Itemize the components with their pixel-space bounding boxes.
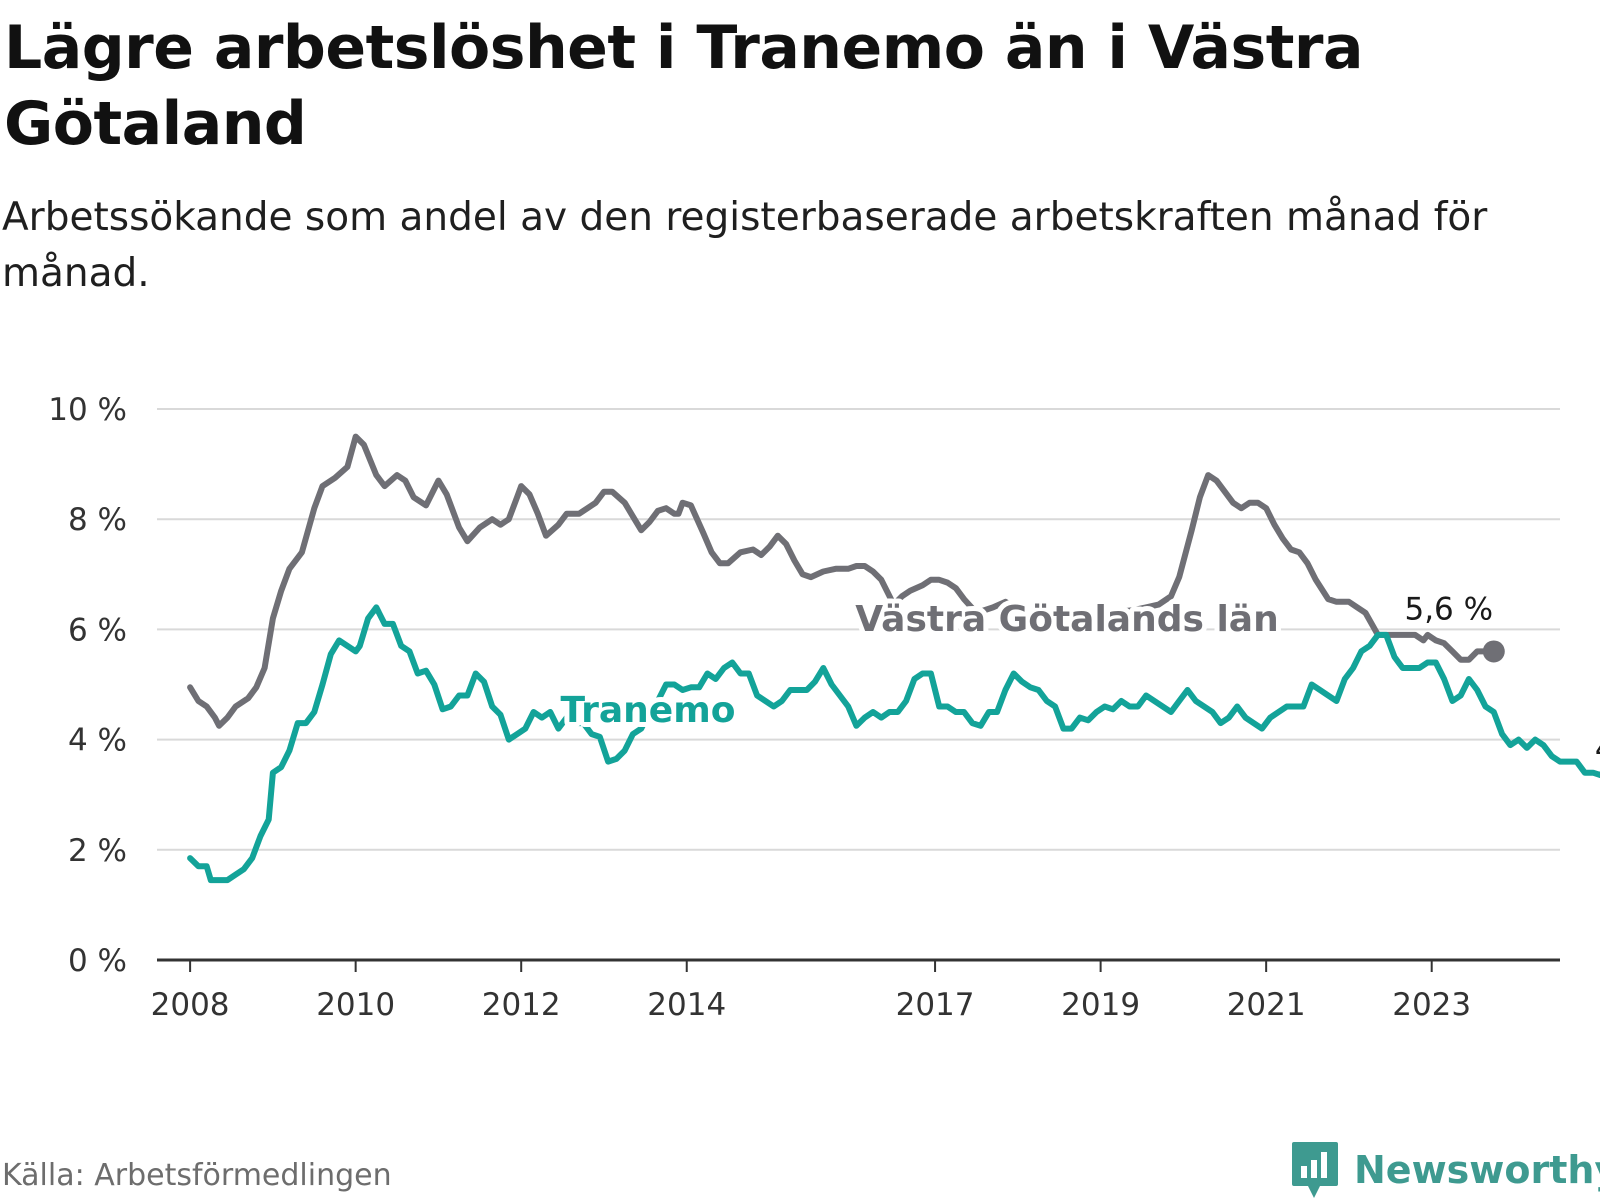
y-tick-label: 4 % [68, 723, 127, 759]
end-value-tranemo: 4,4 % [1595, 732, 1600, 768]
y-tick-label: 2 % [68, 833, 127, 869]
y-tick-label: 6 % [68, 612, 127, 648]
x-tick-label: 2010 [316, 987, 395, 1023]
series-line-tranemo [187, 604, 1600, 884]
y-tick-label: 0 % [68, 943, 127, 979]
series-labels: Västra Götalands län Tranemo [556, 594, 1284, 736]
y-tick-label: 8 % [68, 502, 127, 538]
series-line-vastra-gotaland [187, 433, 1497, 729]
x-tick-label: 2012 [482, 987, 561, 1023]
x-tick-label: 2021 [1227, 987, 1306, 1023]
x-tick-label: 2014 [647, 987, 726, 1023]
series-label-vastra-gotaland: Västra Götalands län [855, 599, 1278, 640]
x-tick-label: 2019 [1061, 987, 1140, 1023]
series-label-tranemo: Tranemo [561, 690, 736, 731]
y-axis-labels: 0 % 2 % 4 % 6 % 8 % 10 % [48, 392, 127, 979]
brand-name: Newsworthy [1354, 1148, 1600, 1192]
end-markers: 5,6 % 4,4 % [1401, 588, 1600, 770]
series-lines [187, 433, 1600, 884]
newsworthy-logo-icon [1292, 1142, 1338, 1198]
end-dot-vastra-gotaland [1482, 640, 1505, 663]
brand-logo: Newsworthy [1290, 1140, 1600, 1200]
grid-lines [157, 408, 1560, 851]
chart-subtitle: Arbetssökande som andel av den registerb… [2, 195, 1488, 296]
chart-title: Lägre arbetslöshet i Tranemo än i Västra… [4, 13, 1364, 159]
source-note: Källa: Arbetsförmedlingen [2, 1158, 392, 1193]
end-value-vastra-gotaland: 5,6 % [1404, 591, 1493, 627]
x-tick-label: 2008 [151, 987, 230, 1023]
y-tick-label: 10 % [48, 392, 127, 428]
x-tick-label: 2023 [1392, 987, 1471, 1023]
x-tick-label: 2017 [896, 987, 975, 1023]
x-axis-ticks: 2008 2010 2012 2014 2017 2019 2021 2023 [151, 960, 1471, 1023]
